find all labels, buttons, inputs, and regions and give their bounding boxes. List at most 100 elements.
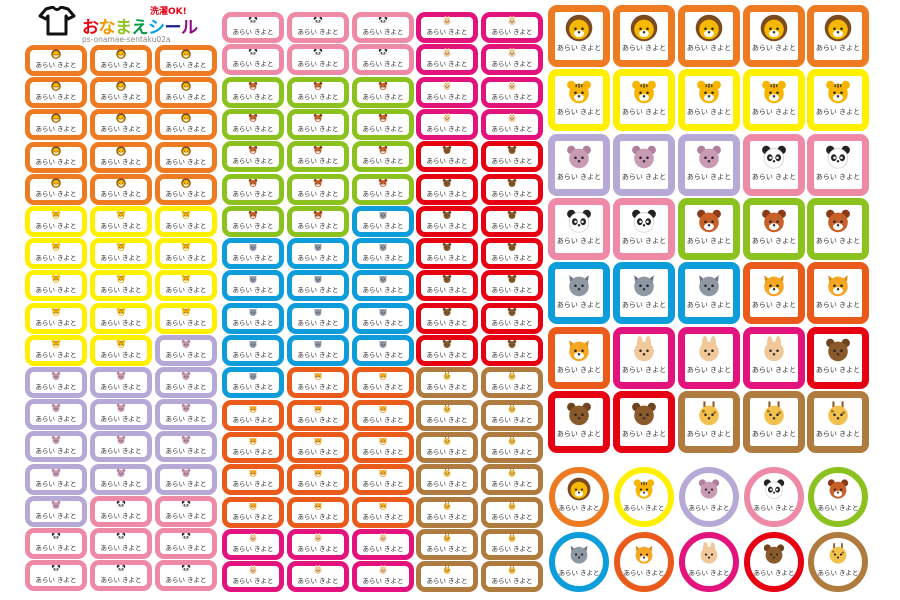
rabbit-icon: [697, 542, 721, 566]
product-title: おなまえシール: [82, 13, 198, 38]
fox-name-sticker: あらい きよと: [352, 496, 414, 528]
sticker-name-text: あらい きよと: [426, 189, 468, 198]
rabbit-icon: [695, 335, 723, 364]
sticker-name-text: あらい きよと: [35, 511, 77, 520]
rabbit-icon: [248, 532, 258, 543]
hippo-icon: [116, 468, 126, 478]
wolf-icon: [378, 274, 388, 284]
logo: 洗濯OK! おなまえシール ps-onamae-sentaku02a: [38, 4, 218, 44]
redpanda-name-sticker: あらい きよと: [287, 173, 349, 205]
sticker-name-text: あらい きよと: [362, 383, 404, 392]
sticker-name-text: あらい きよと: [297, 447, 339, 456]
hippo-name-sticker: あらい きよと: [155, 399, 217, 431]
rabbit-icon: [507, 80, 517, 91]
sticker-name-text: あらい きよと: [623, 569, 665, 577]
lion-icon: [116, 113, 126, 124]
hippo-icon: [51, 403, 61, 413]
hippo-name-sticker: あらい きよと: [90, 463, 152, 495]
redpanda-icon: [248, 178, 258, 188]
giraffe-icon: [824, 400, 852, 428]
bear-icon: [442, 339, 452, 349]
wolf-name-sticker: あらい きよと: [222, 302, 284, 334]
sticker-name-text: あらい きよと: [556, 301, 602, 310]
lion-name-sticker: あらい きよと: [548, 5, 610, 67]
giraffe-name-sticker: あらい きよと: [416, 561, 478, 593]
lion-name-sticker: あらい きよと: [155, 109, 217, 141]
giraffe-name-sticker: あらい きよと: [481, 464, 543, 496]
wolf-name-sticker: あらい きよと: [222, 367, 284, 399]
hippo-icon: [116, 371, 126, 381]
wolf-icon: [378, 242, 388, 252]
wolf-name-sticker: あらい きよと: [222, 238, 284, 270]
panda-name-sticker: あらい きよと: [807, 133, 869, 196]
redpanda-icon: [760, 207, 788, 235]
redpanda-name-sticker: あらい きよと: [287, 76, 349, 108]
wolf-name-sticker: あらい きよと: [352, 205, 414, 237]
giraffe-icon: [826, 542, 850, 566]
bear-icon: [762, 542, 786, 566]
tiger-icon: [760, 78, 788, 106]
panda-name-sticker: あらい きよと: [90, 528, 152, 559]
sticker-name-text: あらい きよと: [297, 189, 339, 198]
sticker-name-text: あらい きよと: [362, 318, 404, 327]
sticker-name-text: あらい きよと: [426, 318, 468, 327]
rabbit-icon: [630, 335, 658, 364]
sticker-name-text: あらい きよと: [165, 125, 207, 134]
wolf-name-sticker: あらい きよと: [287, 335, 349, 366]
rabbit-name-sticker: あらい きよと: [481, 108, 543, 140]
sticker-name-text: あらい きよと: [426, 383, 468, 392]
sticker-name-text: あらい きよと: [297, 254, 339, 263]
sticker-name-text: あらい きよと: [100, 447, 142, 456]
giraffe-name-sticker: あらい きよと: [808, 532, 868, 592]
bear-name-sticker: あらい きよと: [416, 302, 478, 334]
sticker-name-text: あらい きよと: [232, 383, 274, 392]
wolf-icon: [248, 274, 258, 284]
redpanda-icon: [313, 81, 323, 91]
rabbit-name-sticker: あらい きよと: [678, 326, 740, 389]
sticker-name-text: あらい きよと: [686, 108, 732, 117]
bear-name-sticker: あらい きよと: [416, 270, 478, 302]
giraffe-name-sticker: あらい きよと: [481, 431, 543, 463]
lion-icon: [116, 49, 126, 59]
sticker-name-text: あらい きよと: [232, 92, 274, 101]
bear-name-sticker: あらい きよと: [481, 141, 543, 173]
bear-name-sticker: あらい きよと: [416, 205, 478, 237]
sticker-name-text: あらい きよと: [426, 221, 468, 230]
sticker-name-text: あらい きよと: [100, 254, 142, 263]
fox-name-sticker: あらい きよと: [222, 496, 284, 528]
giraffe-name-sticker: あらい きよと: [416, 431, 478, 463]
sticker-name-text: あらい きよと: [232, 189, 274, 198]
sticker-name-text: あらい きよと: [362, 124, 404, 133]
wolf-icon: [313, 242, 323, 252]
tiger-icon: [181, 242, 191, 252]
giraffe-name-sticker: あらい きよと: [481, 399, 543, 431]
tiger-name-sticker: あらい きよと: [25, 334, 87, 366]
sticker-name-text: あらい きよと: [232, 415, 274, 424]
wolf-icon: [567, 542, 591, 566]
sticker-name-text: あらい きよと: [751, 429, 797, 438]
giraffe-icon: [507, 436, 517, 446]
redpanda-name-sticker: あらい きよと: [352, 76, 414, 108]
giraffe-icon: [507, 371, 517, 381]
fox-name-sticker: あらい きよと: [743, 262, 805, 325]
sticker-name-text: あらい きよと: [297, 92, 339, 101]
sticker-name-text: あらい きよと: [100, 222, 142, 230]
rabbit-icon: [507, 112, 517, 123]
bear-name-sticker: あらい きよと: [481, 270, 543, 302]
lion-name-sticker: あらい きよと: [155, 141, 217, 173]
sticker-name-text: あらい きよと: [426, 286, 468, 295]
panda-icon: [181, 564, 191, 574]
sticker-name-text: あらい きよと: [686, 301, 732, 310]
hippo-name-sticker: あらい きよと: [679, 467, 739, 527]
fox-name-sticker: あらい きよと: [352, 367, 414, 399]
bear-name-sticker: あらい きよと: [481, 173, 543, 205]
title-char: お: [82, 18, 99, 38]
sticker-name-text: あらい きよと: [297, 383, 339, 392]
sticker-name-text: あらい きよと: [815, 108, 861, 117]
sticker-name-text: あらい きよと: [35, 544, 77, 552]
redpanda-name-sticker: あらい きよと: [352, 108, 414, 140]
fox-icon: [632, 542, 656, 566]
panda-icon: [51, 532, 61, 542]
tiger-icon: [181, 274, 191, 284]
hippo-icon: [565, 143, 593, 171]
